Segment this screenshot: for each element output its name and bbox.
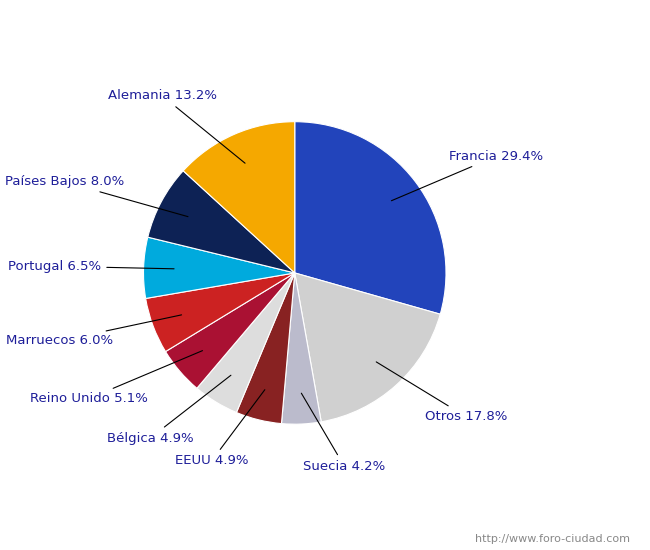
Wedge shape xyxy=(146,273,294,351)
Text: EEUU 4.9%: EEUU 4.9% xyxy=(175,390,265,468)
Wedge shape xyxy=(281,273,321,424)
Text: Los Palacios y Villafranca - Turistas extranjeros según país - Agosto de 2024: Los Palacios y Villafranca - Turistas ex… xyxy=(25,15,625,30)
Text: Francia 29.4%: Francia 29.4% xyxy=(391,150,543,201)
Wedge shape xyxy=(294,122,446,314)
Wedge shape xyxy=(197,273,294,412)
Text: Suecia 4.2%: Suecia 4.2% xyxy=(302,393,385,473)
Text: http://www.foro-ciudad.com: http://www.foro-ciudad.com xyxy=(476,535,630,544)
Wedge shape xyxy=(166,273,294,388)
Text: Otros 17.8%: Otros 17.8% xyxy=(376,362,507,423)
Text: Bélgica 4.9%: Bélgica 4.9% xyxy=(107,375,231,444)
Text: Marruecos 6.0%: Marruecos 6.0% xyxy=(6,315,181,347)
Wedge shape xyxy=(148,171,294,273)
Text: Portugal 6.5%: Portugal 6.5% xyxy=(8,260,174,273)
Wedge shape xyxy=(183,122,294,273)
Wedge shape xyxy=(144,237,294,299)
Text: Alemania 13.2%: Alemania 13.2% xyxy=(108,89,245,163)
Text: Países Bajos 8.0%: Países Bajos 8.0% xyxy=(5,175,188,217)
Text: Reino Unido 5.1%: Reino Unido 5.1% xyxy=(30,351,203,405)
Wedge shape xyxy=(237,273,294,424)
Wedge shape xyxy=(294,273,440,422)
